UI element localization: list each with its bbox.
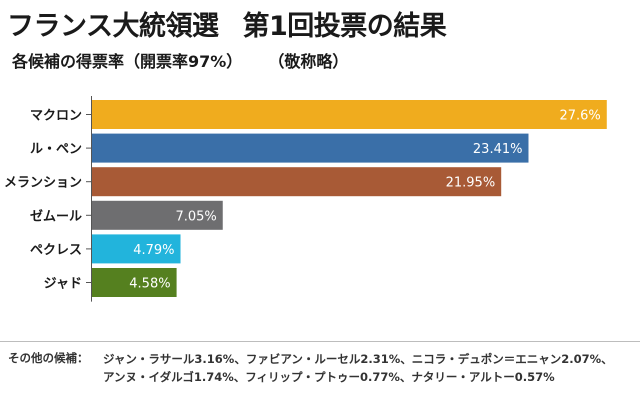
bar-0 (91, 100, 607, 129)
other-candidates: その他の候補： ジャン・ラサール3.16%、ファビアン・ルーセル2.31%、ニコ… (8, 350, 613, 386)
other-candidates-line-1: ジャン・ラサール3.16%、ファビアン・ルーセル2.31%、ニコラ・デュポン＝エ… (103, 352, 613, 366)
footer-divider (0, 341, 640, 342)
chart-title: フランス大統領選 第1回投票の結果 (7, 4, 447, 43)
other-candidates-label: その他の候補： (8, 351, 89, 365)
bar-chart: マクロン 27.6% ル・ペン 23.41% メランション 21.95% ゼムール 7.05%… (4, 96, 607, 302)
value-label-3: 7.05% (175, 209, 216, 224)
value-label-5: 4.58% (129, 277, 170, 292)
other-candidates-list: ジャン・ラサール3.16%、ファビアン・ルーセル2.31%、ニコラ・デュポン＝エ… (103, 350, 613, 386)
value-label-4: 4.79% (133, 243, 174, 258)
bar-4 (91, 234, 181, 264)
value-label-1: 23.41% (473, 142, 523, 157)
category-label-4: ペクレス (30, 243, 82, 258)
bar-2 (91, 167, 502, 197)
bar-3 (91, 200, 223, 230)
category-label-1: ル・ペン (30, 142, 82, 157)
category-label-5: ジャド (44, 277, 82, 292)
bar-1 (91, 133, 529, 163)
chart-subtitle-text: 各候補の得票率（開票率97%） (12, 52, 243, 71)
chart-subtitle: 各候補の得票率（開票率97%） （敬称略） (12, 48, 348, 72)
bar-5 (91, 268, 177, 297)
chart-title-suffix: 第1回投票の結果 (242, 11, 447, 42)
category-label-0: マクロン (30, 109, 82, 124)
value-label-0: 27.6% (559, 109, 600, 124)
category-label-3: ゼムール (30, 208, 82, 224)
honorific-note: （敬称略） (268, 52, 349, 71)
value-label-2: 21.95% (446, 176, 496, 191)
category-label-2: メランション (4, 176, 82, 191)
other-candidates-line-2: アンヌ・イダルゴ1.74%、フィリップ・プトゥー0.77%、ナタリー・アルトー0… (103, 370, 555, 384)
chart-title-main: フランス大統領選 (7, 11, 219, 42)
